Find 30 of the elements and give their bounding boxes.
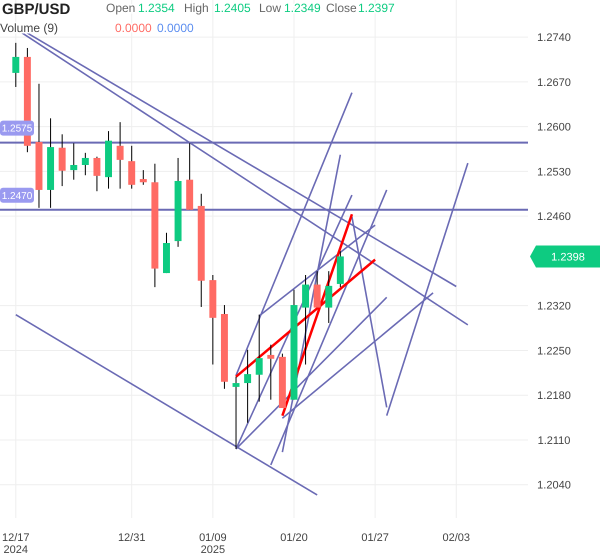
ref-line-label: 1.2470 [2, 190, 33, 202]
annotation: High [184, 1, 209, 15]
x-tick-label: 01/27 [361, 532, 389, 544]
x-tick-label: 01/20 [280, 532, 308, 544]
chart-title: GBP/USD [2, 1, 71, 18]
annotation: 0.0000 [157, 21, 194, 35]
y-tick-label: 1.2670 [537, 76, 571, 89]
x-tick-label: 02/03 [442, 532, 470, 544]
ref-line-label: 1.2575 [2, 124, 33, 135]
annotation: Low [259, 1, 282, 15]
x-tick-label: 01/09 2025 [199, 532, 227, 556]
y-tick-label: 1.2040 [537, 480, 571, 492]
annotation: 1.2349 [284, 1, 322, 15]
y-tick-label: 1.2110 [538, 434, 570, 447]
y-tick-label: 1.2530 [537, 166, 571, 178]
annotation: Close [326, 1, 358, 15]
y-tick-label: 1.2740 [537, 32, 571, 44]
y-tick-label: 1.2250 [537, 345, 571, 358]
y-tick-label: 1.2600 [537, 122, 571, 134]
y-tick-label: 1.2320 [537, 300, 571, 313]
x-tick-label: 12/17 2024 [2, 532, 30, 556]
annotation: 1.2354 [138, 1, 176, 15]
annotation: 1.2397 [358, 1, 396, 15]
x-tick-label: 12/31 [118, 532, 146, 544]
text: 1.2398 [551, 251, 585, 264]
annotation: 0.0000 [115, 21, 152, 35]
annotation: Open [106, 1, 136, 15]
annotation: 1.2405 [214, 1, 252, 15]
y-tick-label: 1.2180 [537, 390, 571, 402]
y-tick-label: 1.2460 [537, 211, 571, 224]
